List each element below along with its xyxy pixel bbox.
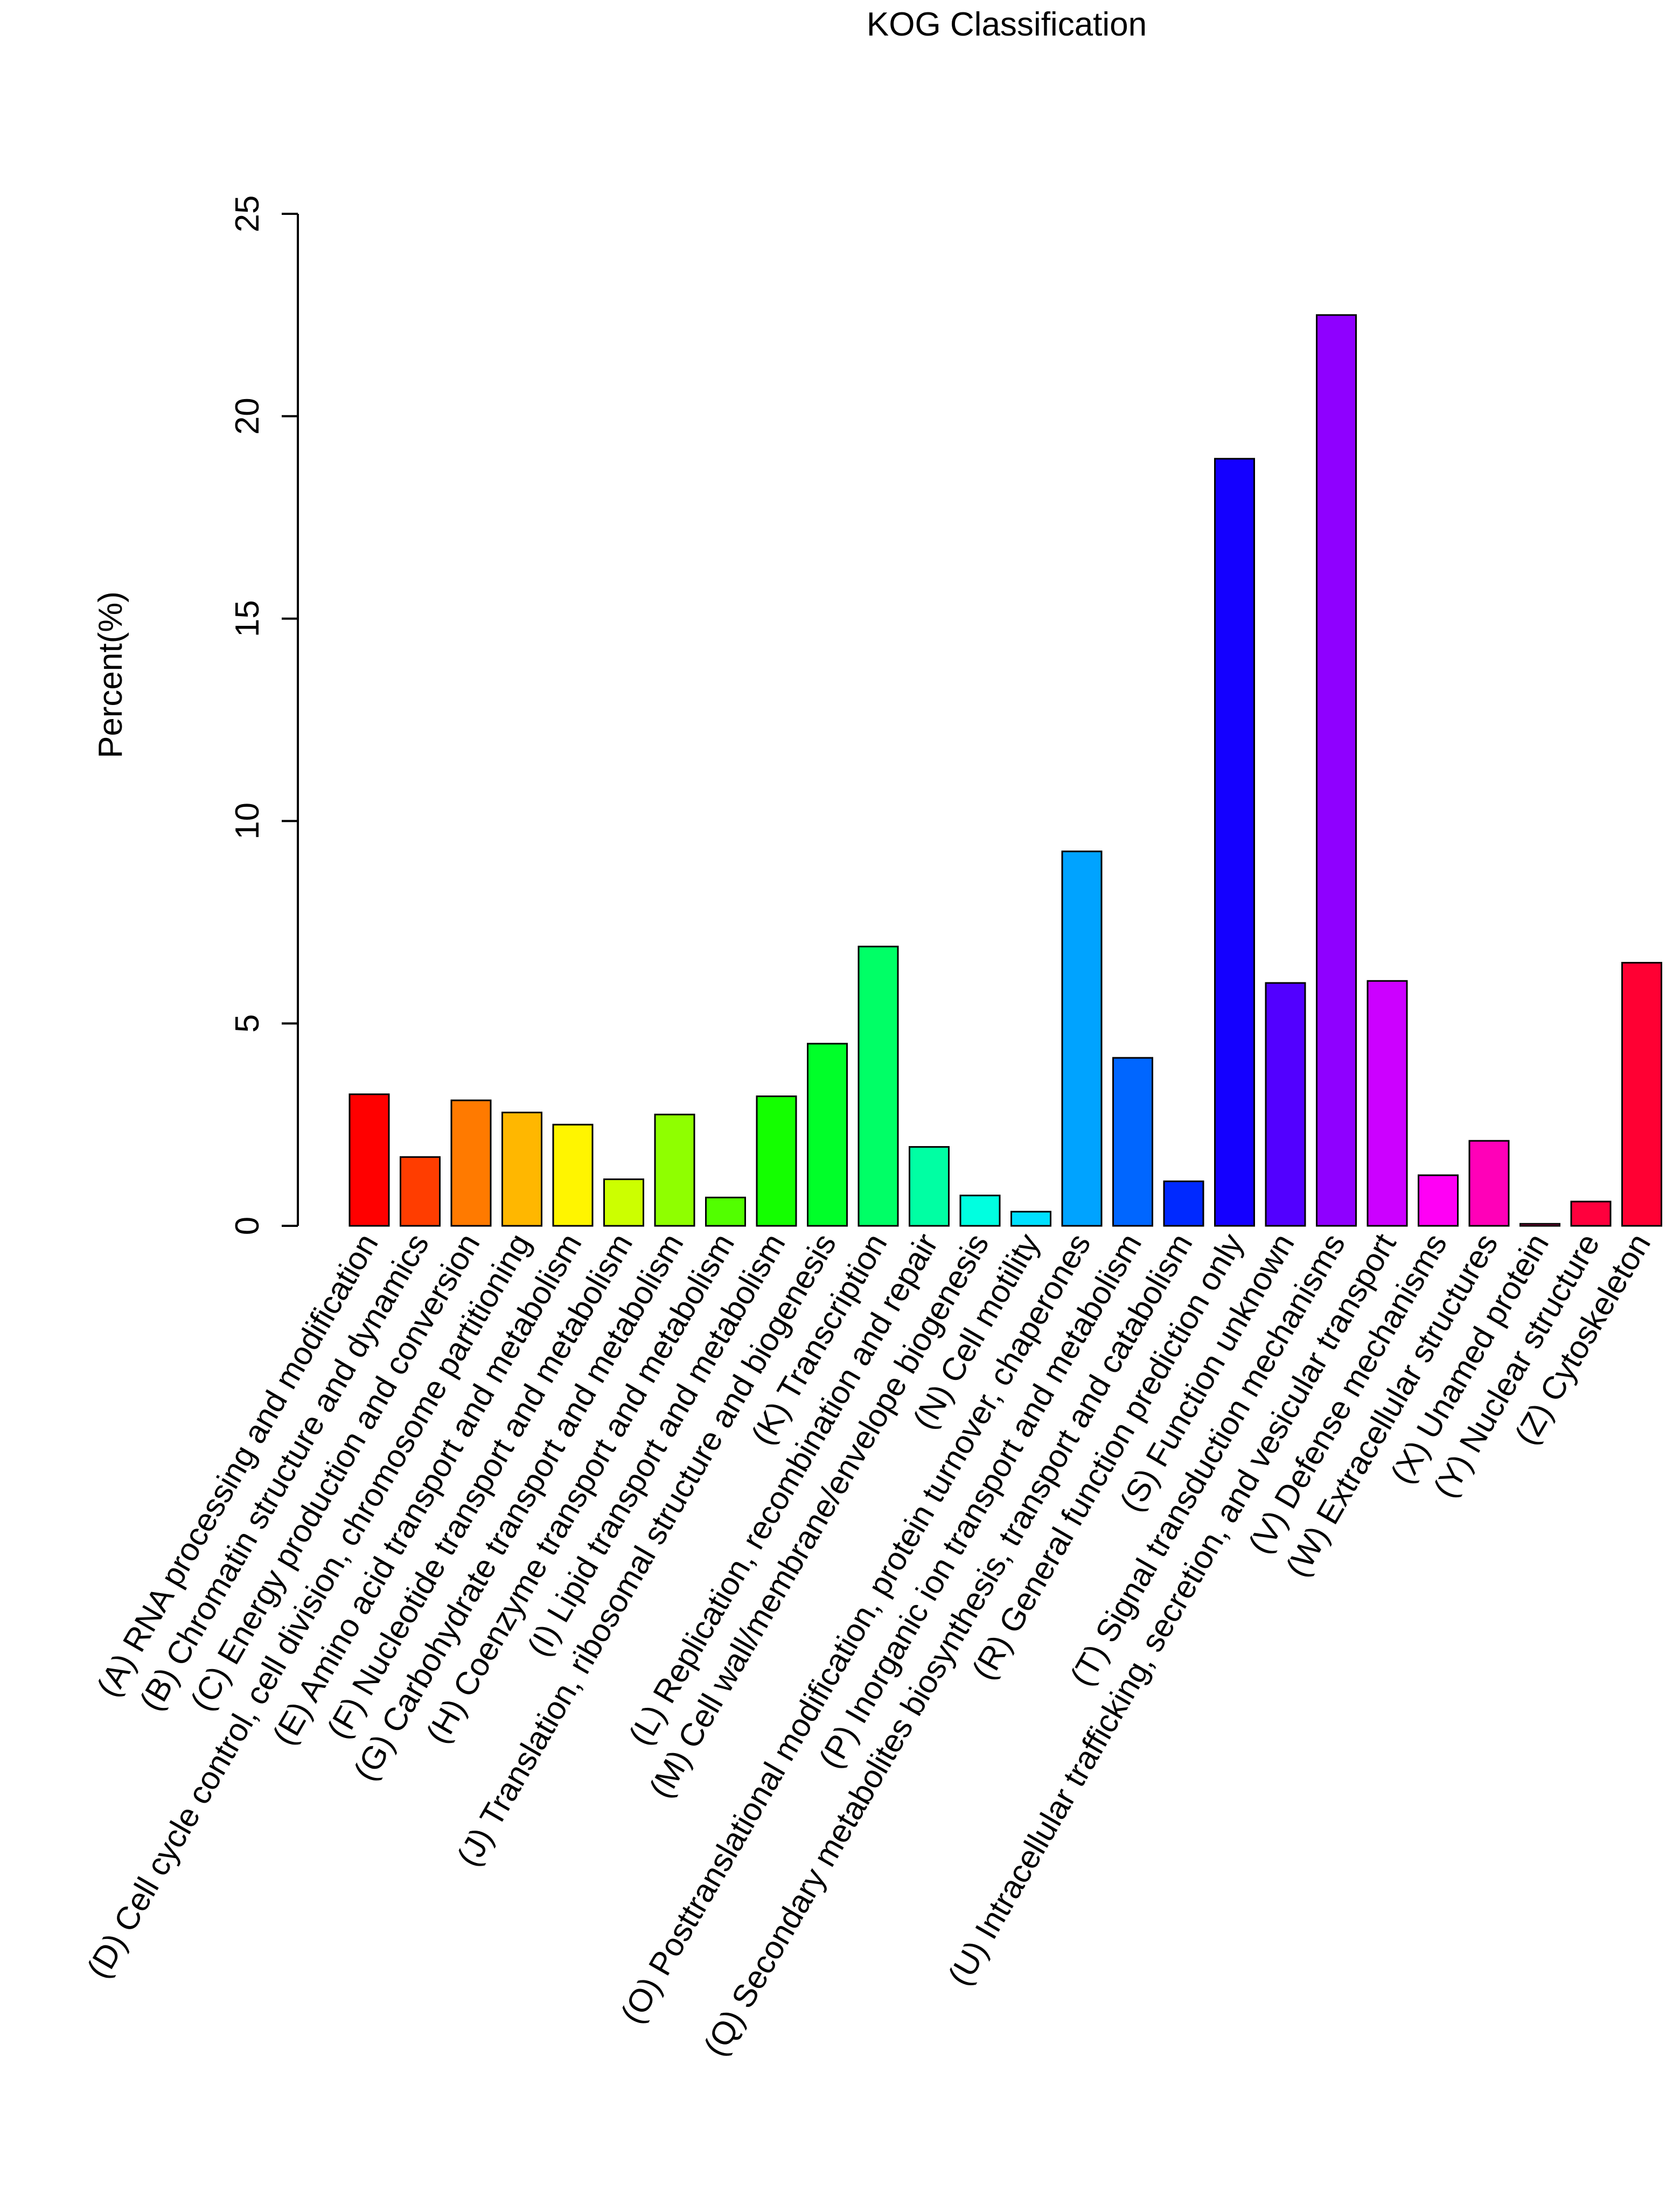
bar	[450, 1099, 492, 1227]
bar	[1468, 1140, 1510, 1227]
bar	[348, 1093, 390, 1227]
y-tick-label: 20	[229, 397, 266, 435]
bar	[807, 1043, 848, 1227]
y-tick-label: 15	[229, 600, 266, 637]
bar	[1418, 1174, 1459, 1227]
bar	[909, 1146, 950, 1227]
bar	[705, 1196, 746, 1227]
y-axis-label: Percent(%)	[92, 591, 129, 758]
bar	[1010, 1211, 1051, 1227]
bar	[603, 1178, 644, 1227]
bar	[1061, 850, 1103, 1227]
y-axis: 0 5 10 15 20 25	[229, 196, 299, 1235]
bar	[858, 945, 899, 1227]
y-tick-label: 25	[229, 196, 266, 233]
y-tick-label: 5	[229, 1014, 266, 1032]
bar	[959, 1195, 1001, 1227]
bar	[1214, 458, 1255, 1227]
bar	[1367, 980, 1408, 1227]
bar	[1316, 314, 1357, 1227]
bar	[1163, 1180, 1204, 1227]
x-axis-labels: (A) RNA processing and modification(B) C…	[80, 1227, 1657, 2062]
chart-title: KOG Classification	[867, 6, 1147, 43]
bars	[348, 314, 1662, 1227]
bar	[400, 1156, 441, 1227]
bar	[501, 1112, 542, 1227]
bar	[1265, 982, 1306, 1227]
y-tick-label: 0	[229, 1217, 266, 1235]
bar	[552, 1124, 594, 1227]
bar	[654, 1113, 695, 1227]
bar	[1519, 1223, 1560, 1227]
bar	[1112, 1057, 1153, 1227]
bar	[1621, 961, 1662, 1227]
bar	[756, 1095, 797, 1227]
y-tick-label: 10	[229, 803, 266, 840]
bar	[1570, 1201, 1612, 1227]
